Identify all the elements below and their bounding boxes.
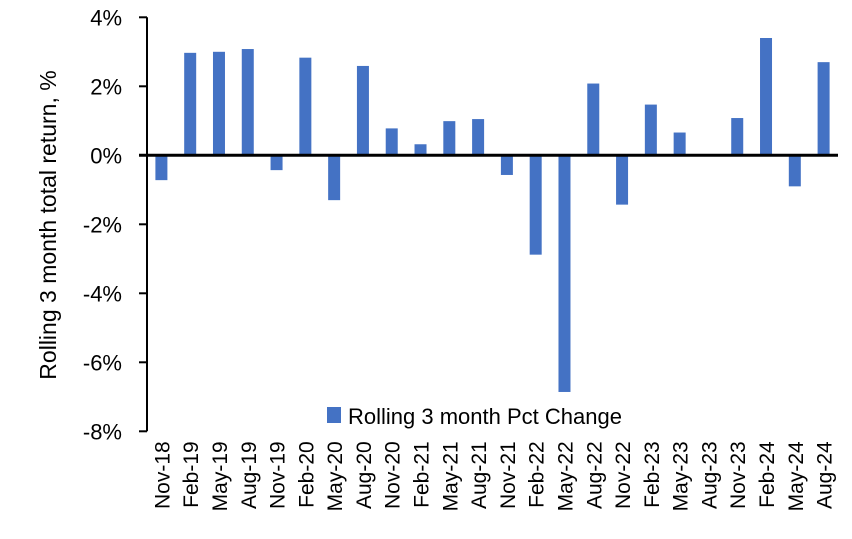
x-tick-label: Aug-23 — [698, 441, 721, 509]
x-tick-label: Aug-21 — [468, 441, 491, 509]
bar-aug-24 — [817, 62, 830, 156]
bar-nov-23 — [731, 118, 744, 156]
bar-may-24 — [788, 155, 801, 187]
bar-feb-22 — [529, 155, 542, 255]
x-tick-label: Nov-19 — [267, 441, 290, 509]
bar-aug-20 — [356, 65, 369, 156]
bar-aug-22 — [587, 83, 600, 156]
x-tick-label: May-21 — [439, 441, 462, 511]
bar-may-23 — [673, 132, 686, 156]
x-tick-label: Aug-20 — [353, 441, 376, 509]
x-tick-label: Nov-20 — [382, 441, 405, 509]
x-tick-label: Feb-23 — [641, 441, 664, 508]
bar-may-21 — [443, 121, 456, 156]
x-tick-label: Feb-24 — [756, 441, 779, 508]
x-tick-label: Feb-20 — [295, 441, 318, 508]
bar-feb-20 — [299, 57, 312, 156]
legend-label: Rolling 3 month Pct Change — [348, 404, 622, 429]
x-tick-label: Nov-23 — [727, 441, 750, 509]
bar-aug-21 — [472, 119, 485, 156]
bar-feb-19 — [184, 52, 197, 156]
y-tick-label: 2% — [90, 74, 122, 99]
x-tick-label: Aug-22 — [583, 441, 606, 509]
y-tick-label: -2% — [83, 212, 122, 237]
x-tick-label: May-23 — [670, 441, 693, 511]
y-tick-label: -4% — [83, 281, 122, 306]
x-tick-label: May-24 — [785, 441, 808, 511]
legend: Rolling 3 month Pct Change — [327, 404, 622, 429]
legend-swatch — [327, 407, 341, 423]
bar-nov-20 — [385, 128, 398, 156]
bar-nov-19 — [270, 155, 283, 171]
x-tick-label: Feb-19 — [180, 441, 203, 508]
bar-may-19 — [212, 51, 225, 156]
y-tick-label: -8% — [83, 419, 122, 444]
x-tick-label: Aug-24 — [814, 441, 837, 509]
y-tick-label: 4% — [90, 5, 122, 30]
x-tick-label: Feb-21 — [411, 441, 434, 508]
x-tick-label: Nov-22 — [612, 441, 635, 509]
x-tick-label: Aug-19 — [238, 441, 261, 509]
bar-nov-22 — [616, 155, 629, 205]
bar-nov-21 — [500, 155, 513, 175]
bar-may-22 — [558, 155, 571, 392]
bar-feb-23 — [644, 104, 657, 156]
x-tick-label: May-22 — [554, 441, 577, 511]
bar-nov-18 — [155, 155, 168, 181]
x-tick-label: May-19 — [209, 441, 232, 511]
bar-feb-21 — [414, 144, 427, 156]
x-tick-label: Nov-18 — [151, 441, 174, 509]
y-tick-label: 0% — [90, 143, 122, 168]
bar-feb-24 — [760, 38, 773, 156]
y-tick-label: -6% — [83, 350, 122, 375]
bar-aug-19 — [241, 49, 254, 156]
y-axis-label: Rolling 3 month total return, % — [35, 70, 61, 379]
x-tick-label: May-20 — [324, 441, 347, 511]
x-tick-label: Feb-22 — [526, 441, 549, 508]
bar-may-20 — [328, 155, 341, 201]
x-tick-label: Nov-21 — [497, 441, 520, 509]
